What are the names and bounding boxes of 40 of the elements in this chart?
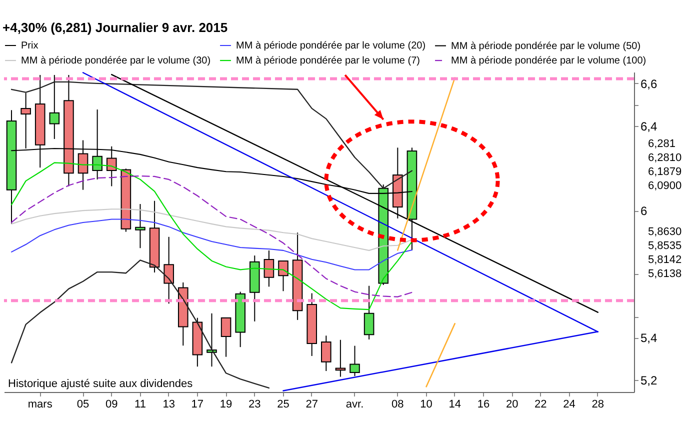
legend-label: MM à période pondérée par le volume (7) [236,56,420,66]
x-tick-label: 08 [392,398,404,410]
x-tick-label: avr. [346,398,364,410]
y-tick-label: 6,4 [640,119,658,134]
text: 6,1879 [648,166,682,178]
y-tick-label: 6 [640,204,648,218]
y-tick-label: 5,2 [640,374,658,388]
text: 5,8535 [648,240,682,252]
x-tick-label: 05 [76,398,90,410]
chart-title: +4,30% (6,281) Journalier 9 avr. 2015 [2,20,228,35]
x-tick-label: 22 [534,398,547,410]
y-tick-label: 6,6 [640,76,658,91]
text: 5,6138 [648,268,682,280]
x-tick-label: 10 [420,398,432,410]
text: 6,0900 [648,180,682,192]
x-tick-label: 24 [563,398,576,410]
x-tick-label: mars [28,398,53,410]
legend-label: Prix [21,40,38,52]
legend-label: MM à période pondérée par le volume (30) [21,56,211,66]
legend-label: MM à période pondérée par le volume (100) [451,56,646,66]
y-tick-label: 5,4 [640,331,658,346]
x-tick-label: 17 [191,398,204,410]
text: 6,281 [648,138,676,150]
x-tick-label: 16 [477,398,490,410]
x-tick-label: 23 [248,398,261,410]
annotation: Historique ajusté suite aux dividendes [8,378,194,390]
x-tick-label: 25 [277,398,290,410]
x-tick-label: 11 [134,398,146,410]
x-tick-label: 14 [448,398,461,410]
x-tick-label: 20 [506,398,518,410]
legend-label: MM à période pondérée par le volume (50) [451,40,641,52]
text: 6,2810 [648,152,682,164]
x-tick-label: 13 [162,398,175,410]
legend-label: MM à période pondérée par le volume (20) [236,40,426,52]
x-tick-label: 27 [306,398,318,410]
x-tick-label: 09 [105,398,118,410]
text: 5,8142 [648,254,682,266]
x-tick-label: 19 [220,398,232,410]
x-tick-label: 28 [592,398,604,410]
text: 5,8630 [648,226,682,238]
